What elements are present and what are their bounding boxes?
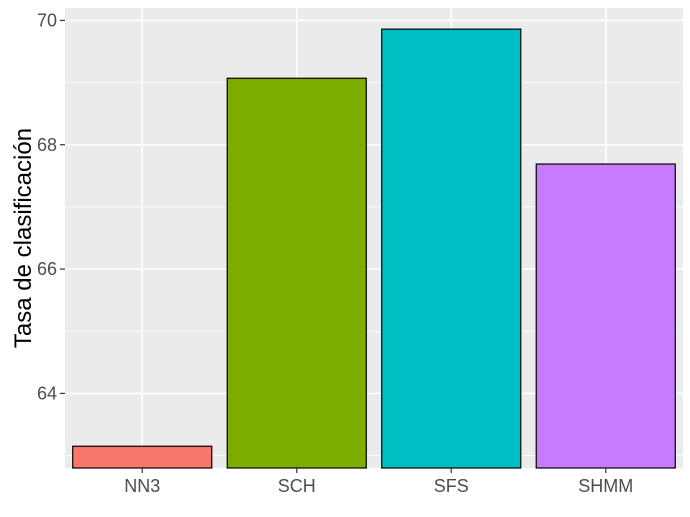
x-tick-label: SCH	[278, 476, 316, 496]
y-tick-label: 66	[37, 259, 57, 279]
bar-sfs	[381, 28, 522, 469]
y-tick-label: 70	[37, 10, 57, 30]
x-tick-label: SFS	[434, 476, 469, 496]
x-axis: NN3 SCH SFS SHMM	[124, 468, 633, 496]
bar-shmm	[535, 163, 676, 469]
y-axis-title: Tasa de clasificación	[10, 128, 37, 348]
y-tick-label: 64	[37, 383, 57, 403]
y-tick-label: 68	[37, 135, 57, 155]
x-tick-label: NN3	[124, 476, 160, 496]
x-tick-label: SHMM	[578, 476, 633, 496]
bar-nn3	[72, 445, 213, 469]
y-axis: 64 66 68 70	[37, 10, 65, 403]
bars	[72, 28, 676, 469]
bar-sch	[226, 77, 367, 469]
